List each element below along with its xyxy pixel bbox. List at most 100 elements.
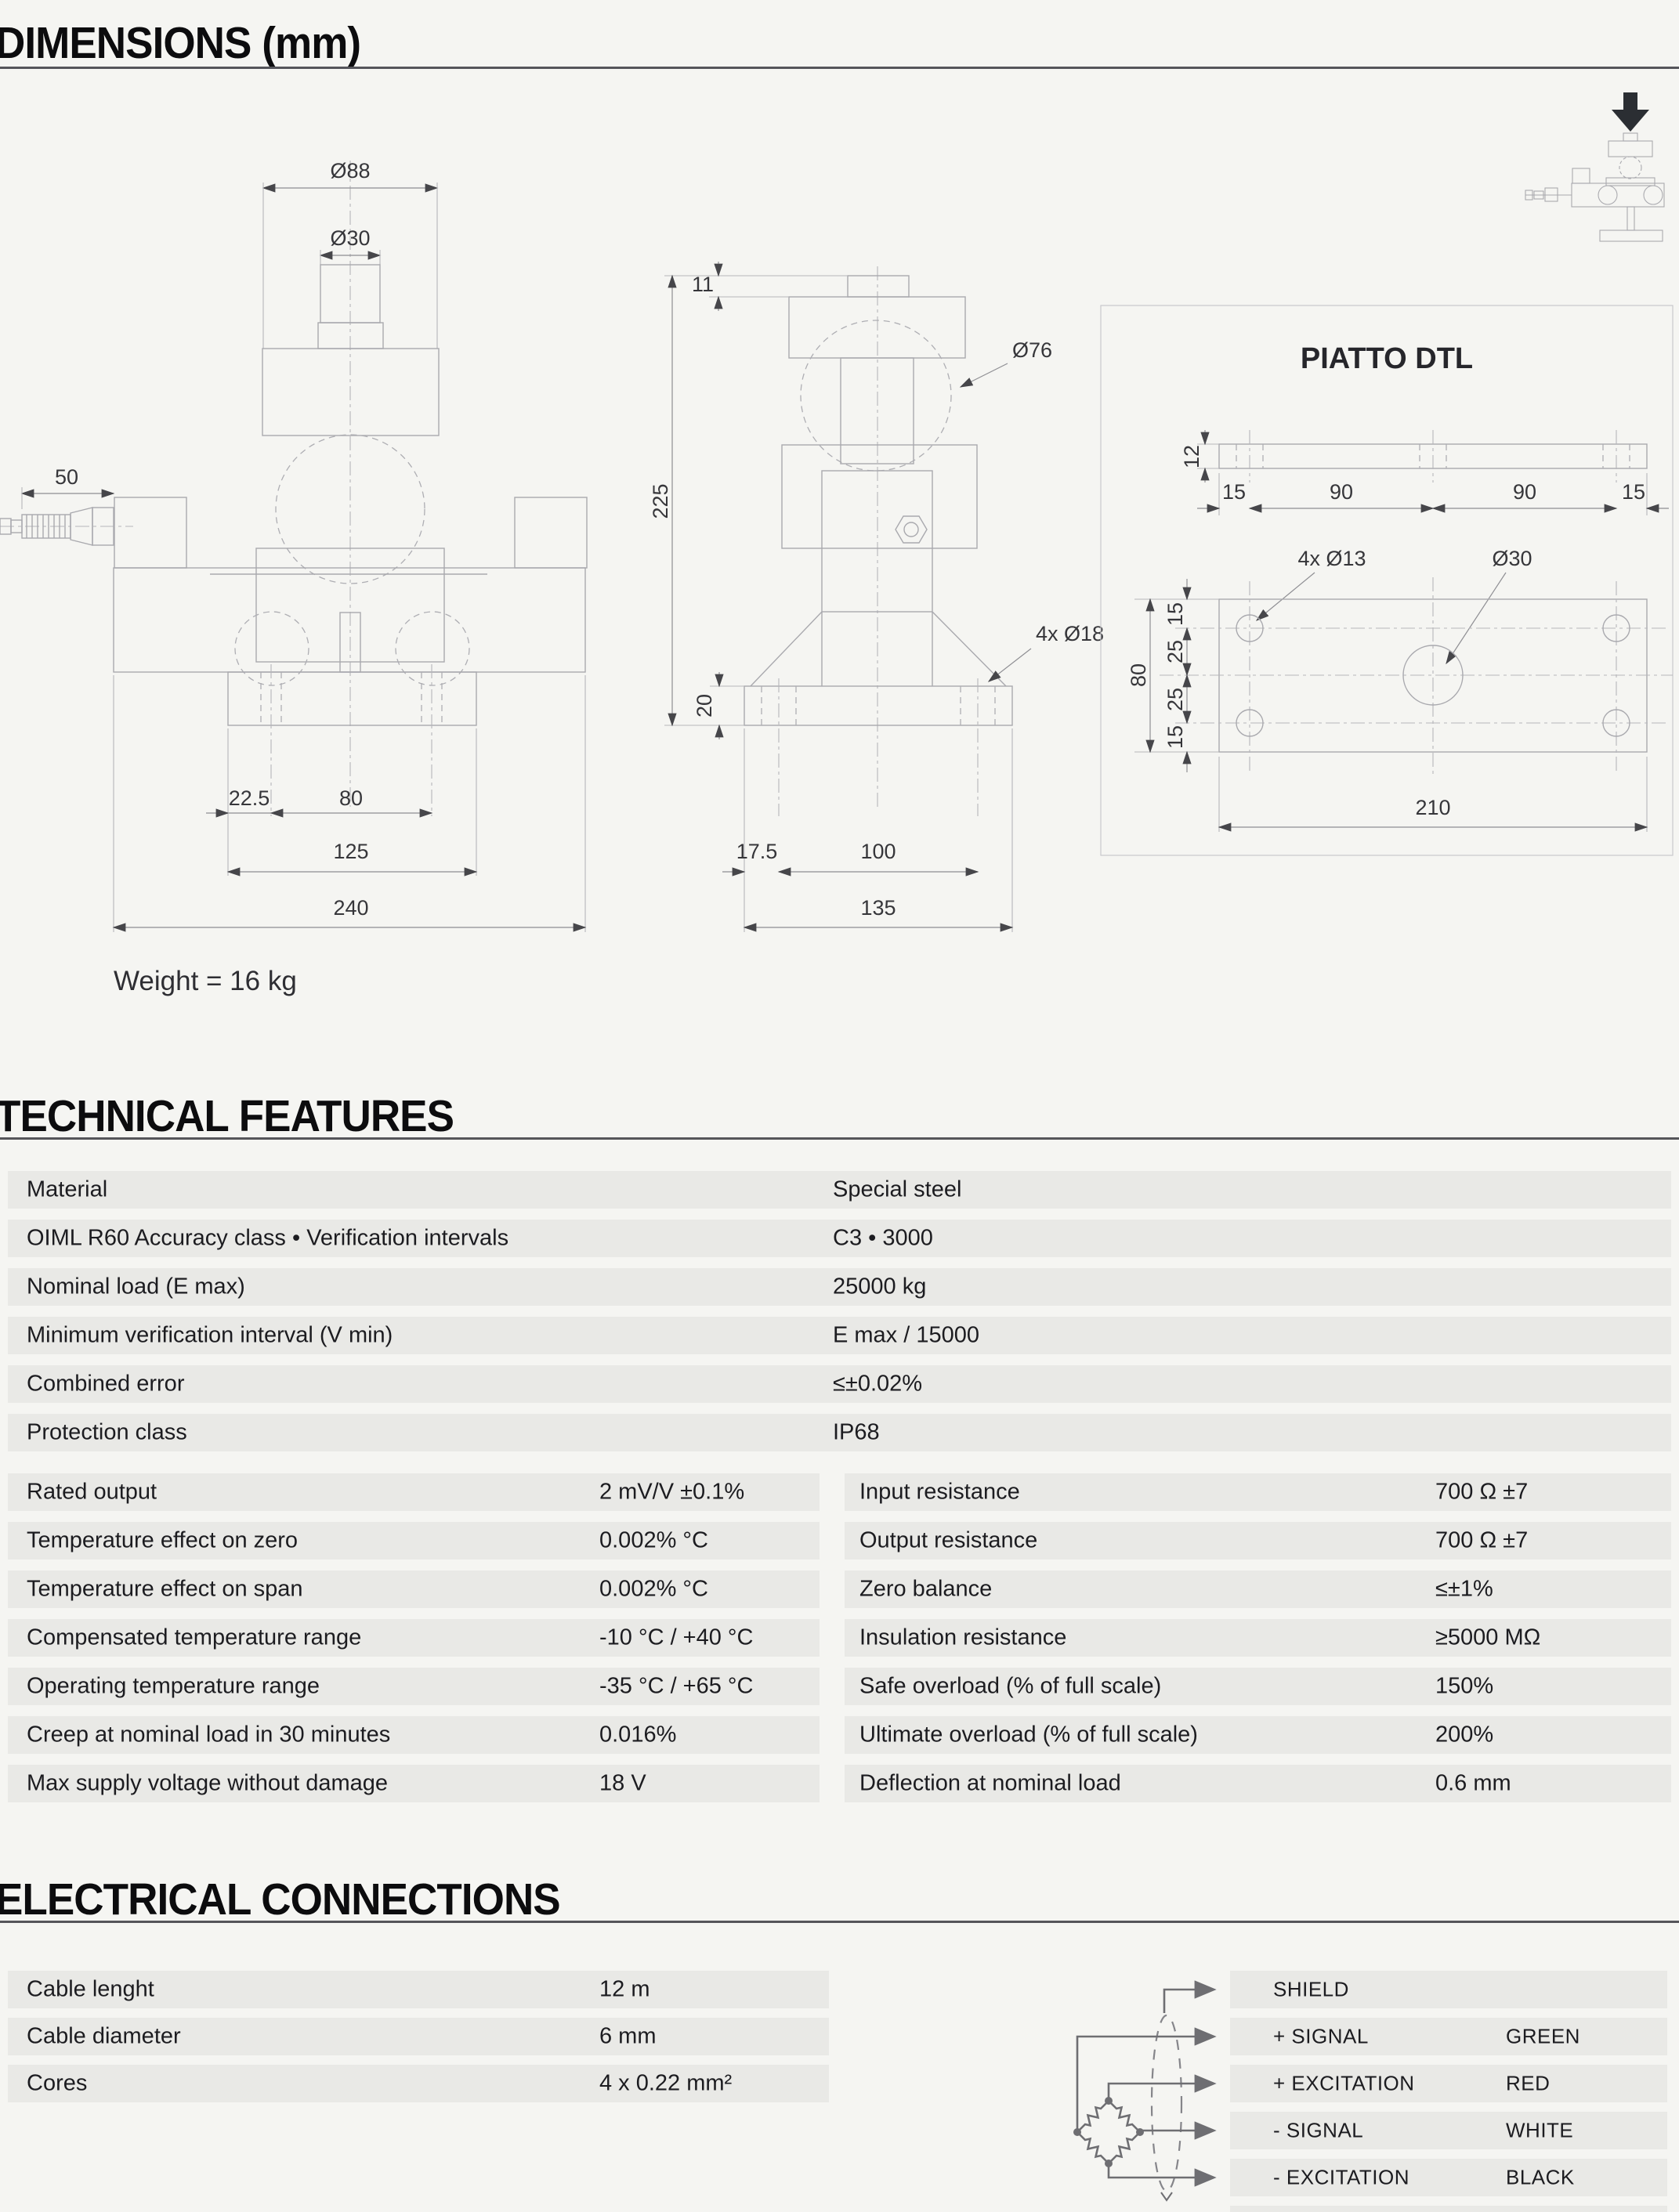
spec-label: Max supply voltage without damage [27, 1770, 389, 1796]
spec-row: OIML R60 Accuracy class • Verification i… [8, 1220, 1671, 1257]
spec-value: 700 Ω ±7 [1435, 1479, 1529, 1505]
spec-row: Zero balance ≤±1% [845, 1570, 1671, 1608]
spec-row: Safe overload (% of full scale) 150% [845, 1668, 1671, 1705]
spec-value: ≤±1% [1435, 1576, 1493, 1602]
spec-label: Material [27, 1176, 108, 1202]
spec-value: 0.002% °C [599, 1527, 708, 1553]
dim-240: 240 [333, 896, 368, 920]
wiring-row-plus-signal: + SIGNAL GREEN [1230, 2018, 1667, 2055]
spec-label: Safe overload (% of full scale) [859, 1673, 1162, 1699]
spec-row: Temperature effect on zero 0.002% °C [8, 1522, 820, 1560]
dim-100: 100 [860, 840, 896, 863]
spec-label: OIML R60 Accuracy class • Verification i… [27, 1225, 509, 1251]
front-view-drawing: Ø88 Ø30 [0, 159, 588, 996]
down-arrow-icon [1612, 92, 1649, 132]
spec-row: Creep at nominal load in 30 minutes 0.01… [8, 1716, 820, 1754]
side-view-drawing: 11 225 Ø76 4x Ø18 [649, 262, 1104, 932]
spec-value: 0.002% °C [599, 1576, 708, 1602]
dim-15-bottom: 15 [1163, 725, 1187, 749]
dim-25-top: 25 [1163, 640, 1187, 663]
spec-label: Cable diameter [27, 2023, 181, 2049]
mounting-plate-drawing: PIATTO DTL 12 15 90 90 15 4x Ø13 Ø30 [1100, 305, 1674, 856]
spec-label: Insulation resistance [859, 1625, 1067, 1650]
spec-value: 2 mV/V ±0.1% [599, 1479, 745, 1505]
wire-label: SHIELD [1273, 1977, 1349, 2001]
technical-section-title: TECHNICAL FEATURES [0, 1091, 454, 1141]
spec-row: Rated output 2 mV/V ±0.1% [8, 1473, 820, 1511]
wiring-row-minus-signal: - SIGNAL WHITE [1230, 2112, 1667, 2149]
spec-row: Insulation resistance ≥5000 MΩ [845, 1619, 1671, 1657]
spec-row: Nominal load (E max) 25000 kg [8, 1268, 1671, 1306]
spec-value: -10 °C / +40 °C [599, 1625, 754, 1650]
spec-value: ≤±0.02% [833, 1371, 923, 1397]
spec-label: Deflection at nominal load [859, 1770, 1121, 1796]
spec-row: Combined error ≤±0.02% [8, 1365, 1671, 1403]
spec-label: Combined error [27, 1371, 185, 1397]
spec-value: -35 °C / +65 °C [599, 1673, 754, 1699]
wheatstone-bridge-diagram [1073, 1980, 1217, 2202]
wiring-row-plus-excitation: + EXCITATION RED [1230, 2065, 1667, 2102]
dim-dia76: Ø76 [1012, 338, 1052, 362]
spec-label: Input resistance [859, 1479, 1020, 1505]
spec-row: Minimum verification interval (V min) E … [8, 1317, 1671, 1354]
wire-color: WHITE [1506, 2118, 1574, 2142]
spec-label: Operating temperature range [27, 1673, 320, 1699]
dim-4x18: 4x Ø18 [1036, 622, 1104, 645]
section-divider [0, 1137, 1679, 1140]
dim-15-left: 15 [1222, 480, 1246, 504]
spec-value: 6 mm [599, 2023, 657, 2049]
spec-label: Rated output [27, 1479, 157, 1505]
wire-label: + SIGNAL [1273, 2024, 1369, 2048]
dim-90-left: 90 [1330, 480, 1353, 504]
dim-225: 225 [649, 483, 672, 519]
section-divider [0, 67, 1679, 69]
wire-color: GREEN [1506, 2024, 1580, 2048]
electrical-section-title: ELECTRICAL CONNECTIONS [0, 1874, 561, 1925]
spec-row: Compensated temperature range -10 °C / +… [8, 1619, 820, 1657]
section-divider [0, 1921, 1679, 1923]
wiring-row-minus-excitation: - EXCITATION BLACK [1230, 2159, 1667, 2196]
spec-label: Minimum verification interval (V min) [27, 1322, 393, 1348]
spec-value: 700 Ω ±7 [1435, 1527, 1529, 1553]
spec-label: Nominal load (E max) [27, 1274, 245, 1299]
dim-210: 210 [1415, 796, 1450, 819]
dim-80: 80 [339, 786, 363, 810]
dimension-drawings: Ø88 Ø30 [0, 92, 1674, 996]
dim-135: 135 [860, 896, 896, 920]
legend-row-partial [1230, 2206, 1667, 2212]
spec-row: Deflection at nominal load 0.6 mm [845, 1765, 1671, 1802]
spec-row: Max supply voltage without damage 18 V [8, 1765, 820, 1802]
wire-color: RED [1506, 2071, 1551, 2095]
wiring-arrows [1076, 1980, 1217, 2187]
spec-value: 0.016% [599, 1722, 677, 1748]
spec-row: Output resistance 700 Ω ±7 [845, 1522, 1671, 1560]
spec-value: 18 V [599, 1770, 646, 1796]
spec-label: Creep at nominal load in 30 minutes [27, 1722, 391, 1748]
weight-note: Weight = 16 kg [114, 966, 297, 996]
spec-label: Protection class [27, 1419, 187, 1445]
bridge-resistors [1073, 2097, 1144, 2167]
dim-dia88: Ø88 [330, 159, 370, 183]
plate-title: PIATTO DTL [1301, 342, 1473, 375]
spec-label: Output resistance [859, 1527, 1038, 1553]
dim-15-right: 15 [1622, 480, 1645, 504]
dim-20: 20 [693, 694, 716, 717]
spec-row: Temperature effect on span 0.002% °C [8, 1570, 820, 1608]
spec-row: Material Special steel [8, 1171, 1671, 1209]
shield-end-tick [1160, 2192, 1173, 2202]
spec-row: Cable lenght 12 m [8, 1971, 829, 2008]
dim-15-top: 15 [1163, 602, 1187, 626]
dim-25-bottom: 25 [1163, 688, 1187, 711]
spec-row: Protection class IP68 [8, 1414, 1671, 1451]
spec-label: Compensated temperature range [27, 1625, 362, 1650]
dimensions-section-title: DIMENSIONS (mm) [0, 18, 361, 68]
spec-value: E max / 15000 [833, 1322, 979, 1348]
dim-dia30-plate: Ø30 [1492, 547, 1532, 570]
cable-shield-ellipse [1150, 2014, 1183, 2192]
spec-label: Cores [27, 2070, 88, 2096]
dim-125: 125 [333, 840, 368, 863]
spec-value: Special steel [833, 1176, 962, 1202]
spec-row: Input resistance 700 Ω ±7 [845, 1473, 1671, 1511]
wire-label: - EXCITATION [1273, 2165, 1410, 2189]
dim-17-5: 17.5 [736, 840, 778, 863]
